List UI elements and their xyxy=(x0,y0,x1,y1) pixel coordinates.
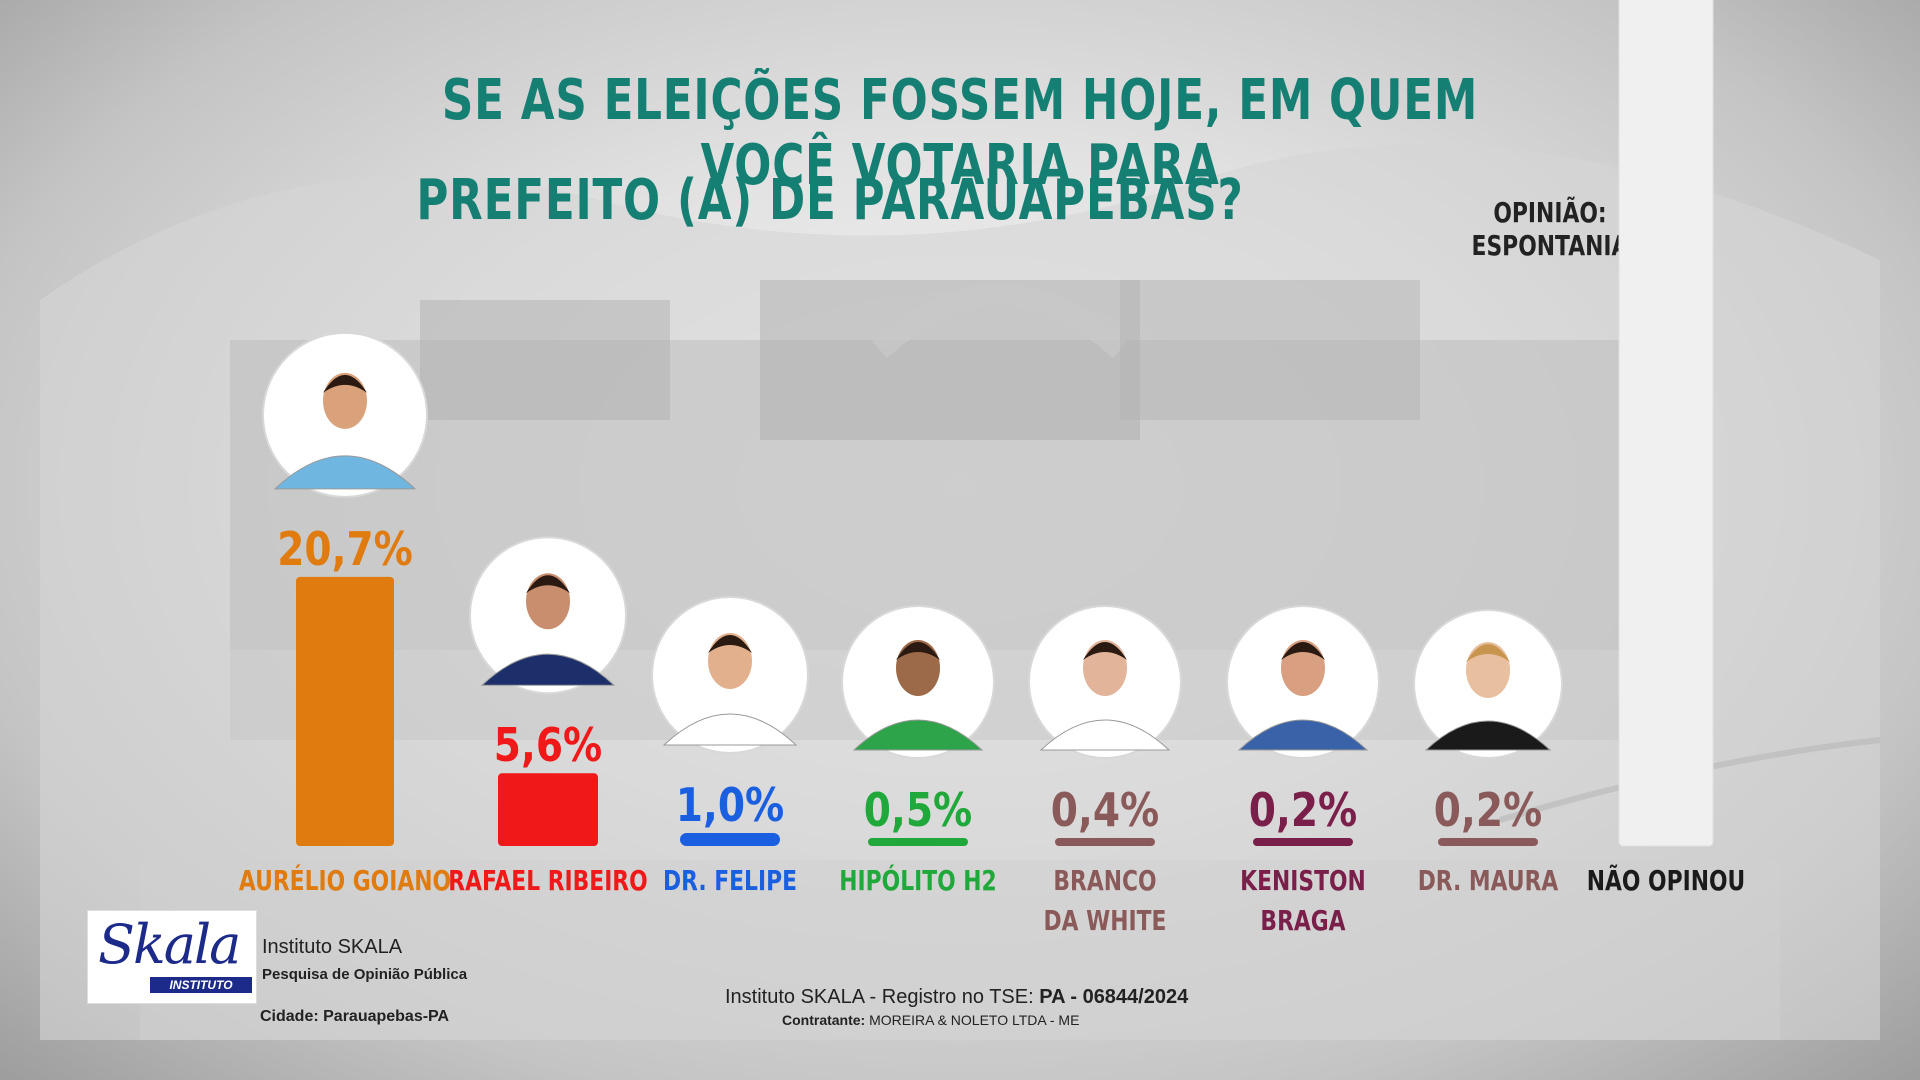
candidate-hair-icon xyxy=(323,374,367,393)
bar-group: 5,6% RAFAEL RIBEIRO xyxy=(448,536,648,897)
category-label: HIPÓLITO H2 xyxy=(839,863,996,896)
candidate-hair-icon xyxy=(1083,642,1127,660)
candidate-hair-icon xyxy=(1281,642,1325,660)
value-label: 5,6% xyxy=(494,719,602,773)
category-label: RAFAEL RIBEIRO xyxy=(448,864,647,896)
bar-group: 1,0% DR. FELIPE xyxy=(651,596,809,897)
bar xyxy=(868,838,968,846)
candidate-body-icon xyxy=(662,713,798,746)
institute-tagline: Pesquisa de Opinião Pública xyxy=(262,966,468,983)
category-label: AURÉLIO GOIANO xyxy=(239,864,451,896)
candidate-body-icon xyxy=(852,719,984,751)
logo-band-text: INSTITUTO xyxy=(150,977,252,993)
bar xyxy=(1618,0,1714,847)
candidate-body-icon xyxy=(1039,719,1171,751)
bar-group: 0,5% HIPÓLITO H2 xyxy=(839,605,997,897)
registry-code: PA - 06844/2024 xyxy=(1039,986,1189,1008)
registry-prefix: Instituto SKALA - Registro no TSE: xyxy=(725,986,1040,1008)
bar xyxy=(680,833,780,846)
category-label: DA WHITE xyxy=(1044,904,1167,936)
bar-group: 0,2% KENISTON BRAGA xyxy=(1226,605,1380,937)
survey-city: Cidade: Parauapebas-PA xyxy=(260,1008,450,1025)
skala-logo: Skala INSTITUTO xyxy=(87,910,257,1004)
category-label: BRANCO xyxy=(1053,864,1156,896)
bar-group: 0,4% BRANCO DA WHITE xyxy=(1028,605,1182,937)
logo-wordmark: Skala xyxy=(98,913,241,976)
category-label: NÃO OPINOU xyxy=(1587,864,1746,896)
contractor-name: MOREIRA & NOLETO LTDA - ME xyxy=(865,1012,1080,1028)
bar-group: 0,2% DR. MAURA xyxy=(1413,609,1563,897)
value-label: 0,5% xyxy=(864,784,972,838)
bar xyxy=(296,576,394,846)
bar xyxy=(1253,838,1353,846)
candidate-body-icon xyxy=(1237,719,1369,751)
value-label: 0,2% xyxy=(1249,784,1357,838)
candidate-hair-icon xyxy=(896,642,940,660)
category-label: DR. MAURA xyxy=(1418,864,1559,896)
category-label: BRAGA xyxy=(1260,904,1346,936)
category-label: KENISTON xyxy=(1240,864,1366,896)
candidate-hair-icon xyxy=(526,575,570,594)
chart-title-line1: SE AS ELEIÇÕES FOSSEM HOJE, EM QUEM VOCÊ… xyxy=(441,68,1479,198)
chart-subtitle: OPINIÃO: ESPONTANIA xyxy=(1471,196,1629,262)
institute-name: Instituto SKALA xyxy=(262,936,403,958)
candidate-body-icon xyxy=(480,653,616,686)
candidate-hair-icon xyxy=(708,635,752,653)
candidate-body-icon xyxy=(1424,720,1552,751)
contractor-label: Contratante: xyxy=(782,1012,866,1028)
bar xyxy=(1438,838,1538,846)
candidate-hair-icon xyxy=(1466,644,1510,662)
value-label: 0,4% xyxy=(1051,784,1159,838)
bar xyxy=(498,773,598,846)
tse-registry: Instituto SKALA - Registro no TSE: PA - … xyxy=(725,986,1188,1009)
bar-group: 71,4%NÃO OPINOU xyxy=(1587,0,1746,897)
contractor: Contratante: MOREIRA & NOLETO LTDA - ME xyxy=(782,1012,1079,1028)
bar-group: 20,7% AURÉLIO GOIANO xyxy=(239,331,451,897)
chart-title-line2: PREFEITO (A) DE PARAUAPEBAS? xyxy=(416,168,1244,233)
value-label: 0,2% xyxy=(1434,784,1542,838)
candidate-body-icon xyxy=(273,455,417,490)
value-label: 1,0% xyxy=(676,779,784,833)
bar xyxy=(1055,838,1155,846)
category-label: DR. FELIPE xyxy=(663,864,797,896)
value-label: 20,7% xyxy=(277,523,413,577)
